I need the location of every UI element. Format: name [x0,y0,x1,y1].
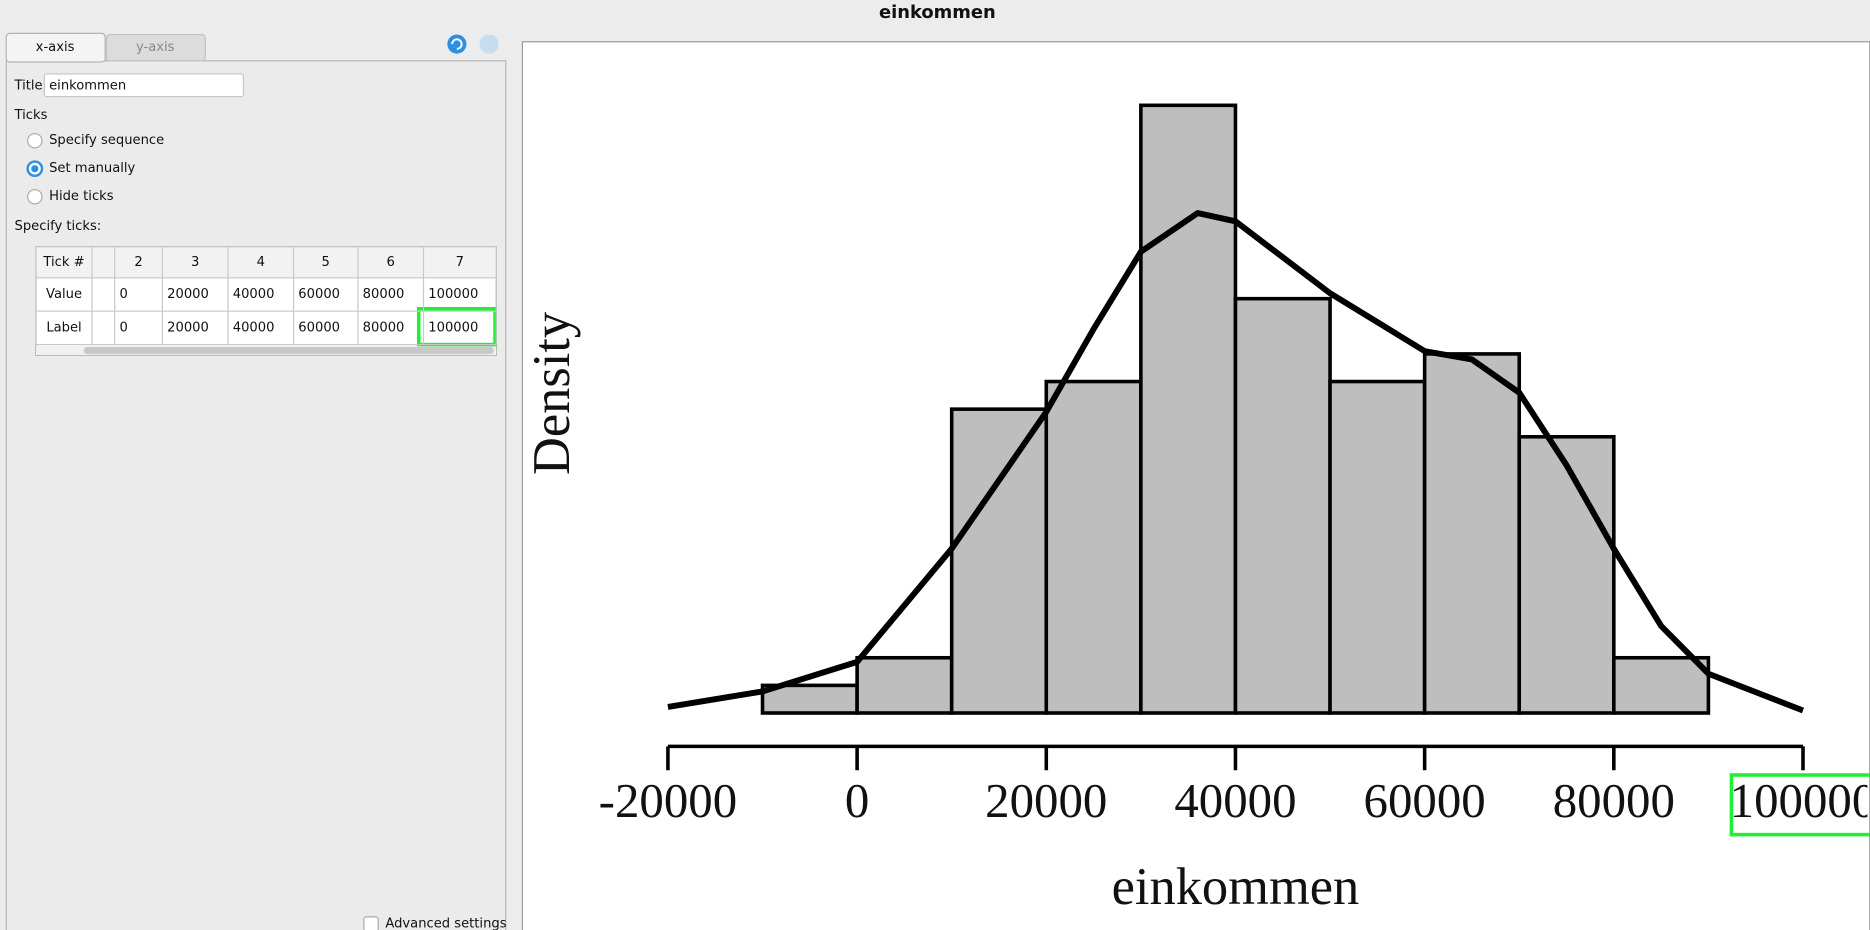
table-header-cell: 3 [191,255,199,270]
histogram-bar [1139,103,1238,715]
table-cell[interactable]: 80000 [363,320,405,335]
settings-panel [5,60,507,930]
histogram-bar [1422,352,1522,715]
table-header [36,246,497,278]
table-header-cell: 4 [257,255,265,270]
table-cell[interactable]: 0 [119,320,127,335]
table-cell[interactable]: 40000 [233,320,275,335]
title-input[interactable] [43,73,245,98]
table-header-cell: 5 [322,255,330,270]
table-header-cell: 2 [134,255,142,270]
radio-label[interactable]: Specify sequence [49,133,164,148]
table-cell[interactable]: 0 [119,287,127,302]
tab-label[interactable]: y-axis [136,40,175,55]
table-cell[interactable]: 20000 [167,287,209,302]
table-cell[interactable]: 60000 [298,287,340,302]
table-header-cell: 7 [456,255,464,270]
table-cell[interactable]: 80000 [363,287,405,302]
x-tick-label: 100000 [1730,773,1870,828]
x-axis-label: einkommen [1112,858,1360,916]
x-tick-label: 40000 [1174,773,1296,828]
x-tick-label: 80000 [1553,773,1675,828]
histogram-bar [1233,296,1332,715]
redo-icon[interactable] [479,34,499,54]
section-label: Specify ticks: [15,219,102,234]
x-tick-label: -20000 [599,773,737,828]
radio-label[interactable]: Hide ticks [49,189,114,204]
table-cell: Label [46,320,81,335]
histogram-bar [1517,434,1616,715]
undo-icon[interactable] [447,34,467,54]
x-tick-label: 0 [845,773,869,828]
field-value: einkommen [49,78,126,93]
window-title: einkommen [879,2,996,23]
radio[interactable] [27,188,43,205]
histogram-bar [1044,379,1143,715]
section-label: Ticks [14,108,48,123]
radio-dot [31,165,39,173]
table-cell[interactable]: 100000 [428,287,478,302]
histogram-bar [1612,655,1711,715]
x-tick-label: 60000 [1364,773,1486,828]
table-header-cell: 6 [387,255,395,270]
field-label: Title [14,78,43,93]
scrollbar-thumb[interactable] [83,346,494,355]
tab[interactable] [105,33,206,62]
table-cell[interactable]: 60000 [298,320,340,335]
histogram-bar [1328,379,1427,715]
tab-active[interactable] [5,32,106,63]
radio-label[interactable]: Set manually [49,161,135,176]
highlight-box [1729,773,1870,837]
radio[interactable] [27,132,43,149]
checkbox-label[interactable]: Advanced settings [385,917,506,930]
table-cell[interactable]: 40000 [233,287,275,302]
histogram-bar [949,407,1049,715]
checkbox[interactable] [363,916,379,930]
histogram-bar [855,655,954,715]
tab-label[interactable]: x-axis [36,40,75,55]
x-tick-label: 20000 [985,773,1107,828]
table-cell[interactable]: 20000 [167,320,209,335]
undo-glyph [451,38,463,50]
table-header-cell: Tick # [42,255,84,270]
plot: -20000 0 20000 40000 60000 80000 100000 einkomm… [523,103,1870,916]
table-cell[interactable]: 100000 [428,320,478,335]
y-axis-label: Density [523,311,581,475]
density-curve [667,210,1805,714]
table-cell: Value [46,287,82,302]
